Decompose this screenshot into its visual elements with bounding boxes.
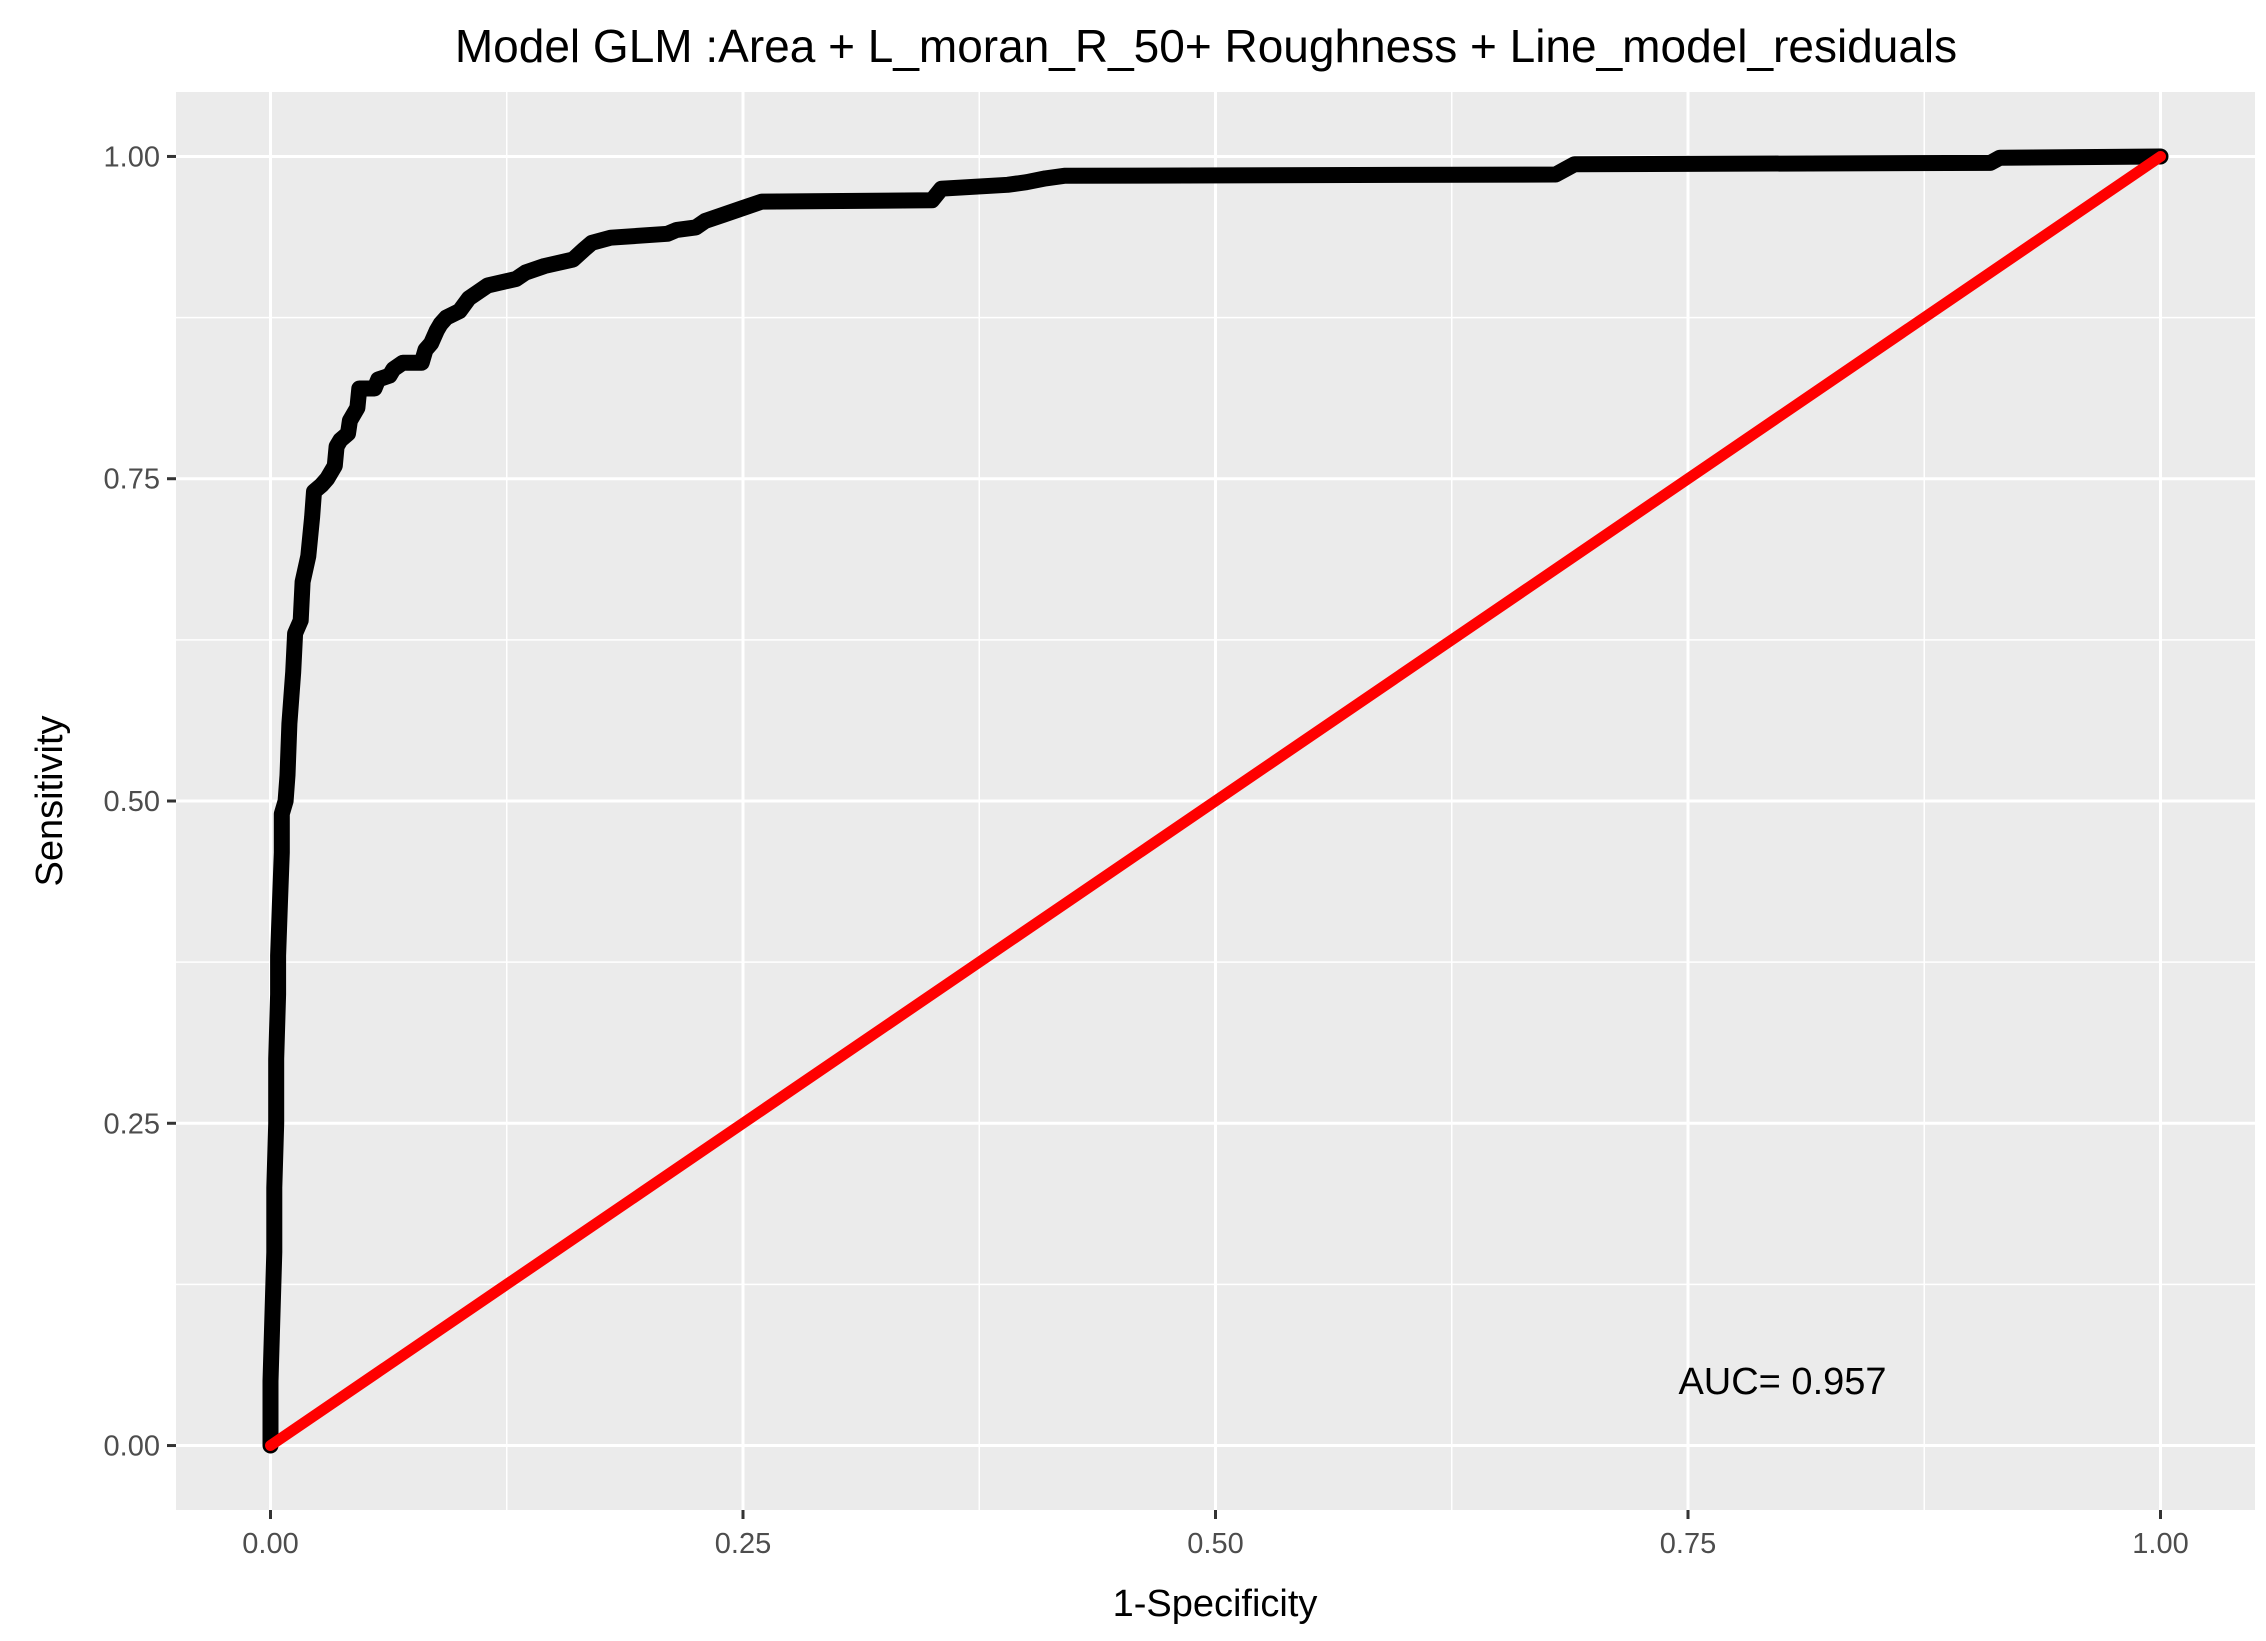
series-layer [262, 148, 2169, 1454]
y-tick-label: 1.00 [104, 141, 160, 173]
x-axis: 0.00 0.25 0.50 0.75 1.00 [242, 1510, 2189, 1560]
y-tick-label: 0.00 [104, 1431, 160, 1463]
roc-curve-line [262, 148, 2169, 1454]
x-tick-label: 0.50 [1187, 1528, 1243, 1560]
y-tick-label: 0.75 [104, 464, 160, 496]
x-tick-label: 1.00 [2132, 1528, 2188, 1560]
x-tick-label: 0.25 [715, 1528, 771, 1560]
x-tick-label: 0.00 [242, 1528, 298, 1560]
y-tick-label: 0.50 [104, 786, 160, 818]
auc-annotation: AUC= 0.957 [1678, 1361, 1886, 1403]
x-axis-title: 1-Specificity [1113, 1583, 1318, 1625]
diagonal-reference-line [265, 151, 2166, 1451]
y-axis-title: Sensitivity [29, 715, 71, 886]
chart-title: Model GLM :Area + L_moran_R_50+ Roughnes… [455, 20, 1957, 72]
y-tick-label: 0.25 [104, 1108, 160, 1140]
x-tick-label: 0.75 [1660, 1528, 1716, 1560]
y-axis: 0.00 0.25 0.50 0.75 1.00 [104, 141, 176, 1463]
